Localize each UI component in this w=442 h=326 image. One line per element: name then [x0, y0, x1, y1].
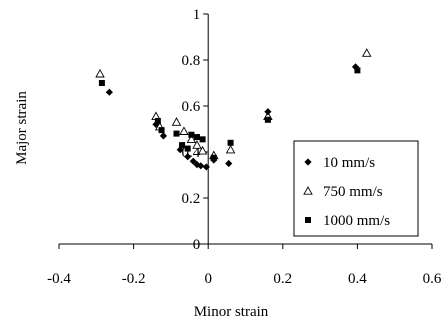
- y-tick-label: 0.8: [181, 53, 200, 69]
- legend-marker-square: [305, 217, 311, 223]
- data-point-square: [158, 127, 165, 134]
- data-point-triangle-open: [192, 140, 202, 149]
- data-point-square: [154, 117, 161, 124]
- legend-label: 750 mm/s: [323, 184, 383, 200]
- data-point-square: [179, 142, 186, 149]
- data-point-square: [227, 139, 234, 146]
- data-point-square: [98, 80, 105, 86]
- data-point-square: [188, 131, 195, 138]
- data-point-diamond: [176, 146, 184, 154]
- x-tick-label: -0.4: [47, 271, 71, 287]
- x-tick-label: -0.2: [122, 271, 146, 287]
- x-axis-title: Minor strain: [194, 304, 269, 320]
- legend: 10 mm/s 750 mm/s 1000 mm/s: [293, 140, 419, 237]
- x-tick-label: 0: [204, 271, 212, 287]
- data-point-square: [199, 136, 206, 143]
- x-tick-label: 0.6: [423, 271, 442, 287]
- y-tick-label: 0.2: [181, 191, 200, 207]
- data-point-triangle-open: [225, 144, 236, 154]
- y-axis-title: Major strain: [14, 91, 30, 165]
- data-point-square: [184, 145, 191, 152]
- y-tick-label: 0.6: [181, 99, 200, 115]
- data-point-diamond: [159, 132, 168, 140]
- data-point-diamond: [152, 120, 160, 128]
- data-points: [95, 48, 372, 171]
- legend-marker-triangle-open: [303, 186, 313, 195]
- x-tick-label: 0.4: [348, 271, 367, 287]
- data-point-square: [173, 130, 180, 137]
- data-point-diamond: [105, 88, 113, 96]
- data-point-diamond: [225, 159, 233, 168]
- legend-label: 1000 mm/s: [323, 213, 390, 229]
- legend-label: 10 mm/s: [323, 155, 375, 171]
- y-tick-label: 0: [193, 237, 201, 253]
- data-point-triangle-open: [171, 117, 182, 126]
- data-point-triangle-open: [361, 48, 372, 57]
- legend-marker-diamond: [304, 158, 312, 166]
- data-point-diamond: [184, 153, 192, 161]
- data-point-triangle-open: [179, 126, 189, 135]
- data-point-diamond: [210, 156, 218, 164]
- data-point-diamond: [197, 162, 205, 170]
- y-tick-label: 1: [193, 7, 201, 23]
- data-point-square: [194, 134, 201, 141]
- data-point-triangle-open: [186, 134, 197, 144]
- data-point-square: [264, 116, 271, 123]
- x-tick-label: 0.2: [273, 271, 292, 287]
- data-point-triangle-open: [197, 145, 208, 155]
- data-point-square: [354, 67, 361, 74]
- data-point-diamond: [351, 63, 360, 71]
- axes: [59, 14, 432, 245]
- data-point-diamond: [264, 108, 272, 116]
- data-point-diamond: [202, 163, 210, 171]
- legend-box: [293, 140, 419, 237]
- data-point-triangle-open: [95, 68, 105, 78]
